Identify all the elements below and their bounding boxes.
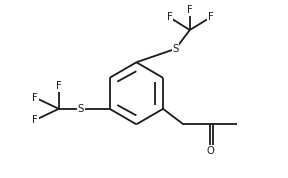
Text: S: S [78, 104, 84, 114]
Text: F: F [56, 82, 62, 91]
Text: F: F [187, 5, 193, 15]
Text: F: F [208, 12, 213, 22]
Text: S: S [173, 44, 179, 54]
Text: F: F [166, 12, 172, 22]
Text: O: O [206, 146, 214, 156]
Text: F: F [32, 93, 38, 103]
Text: F: F [32, 115, 38, 125]
